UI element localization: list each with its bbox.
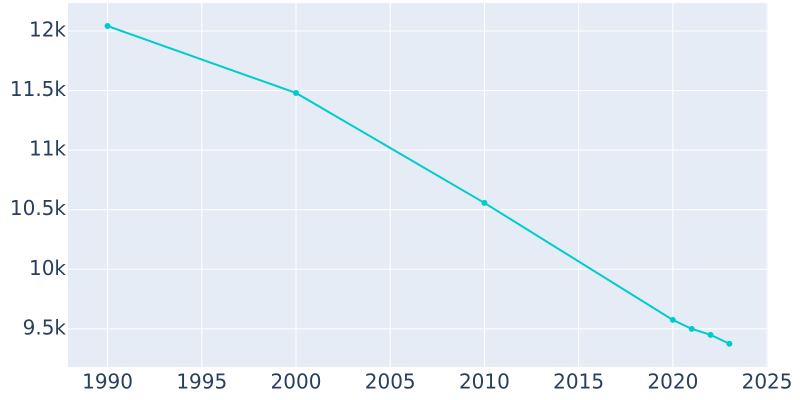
data-point [726,340,733,347]
x-tick-label: 2005 [365,370,416,394]
x-tick-label: 1990 [82,370,133,394]
y-tick-label: 11k [29,137,66,161]
x-tick-label: 2000 [271,370,322,394]
y-tick-label: 10.5k [10,196,67,220]
plot-area [68,3,768,367]
data-point [688,325,695,332]
x-tick-label: 2015 [553,370,604,394]
x-tick-label: 2025 [742,370,793,394]
data-point [669,316,676,323]
y-tick-label: 11.5k [10,77,67,101]
data-point [481,199,488,206]
x-tick-label: 2020 [647,370,698,394]
data-point [104,22,111,29]
y-tick-label: 9.5k [23,315,67,339]
x-tick-label: 2010 [459,370,510,394]
x-tick-label: 1995 [176,370,227,394]
y-tick-label: 10k [29,256,66,280]
y-tick-label: 12k [29,18,66,42]
data-point [292,89,299,96]
data-point [707,331,714,338]
